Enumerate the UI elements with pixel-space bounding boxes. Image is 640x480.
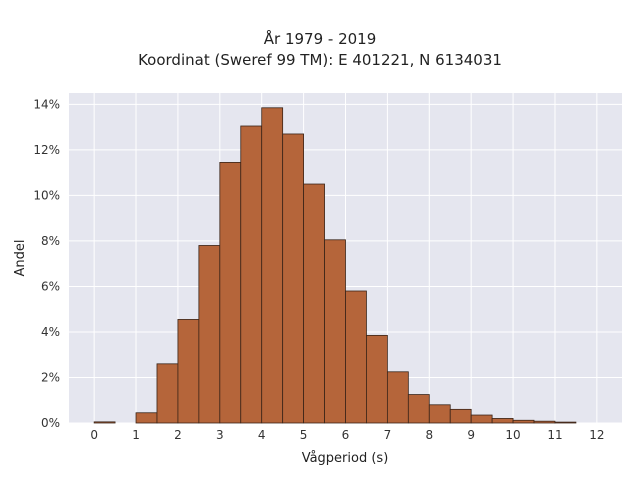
histogram-bar (386, 371, 409, 424)
bars (93, 107, 577, 424)
histogram-bar (135, 412, 158, 424)
x-tick-labels: 0 1 2 3 4 5 6 7 8 9 10 11 12 (90, 428, 604, 442)
histogram-bar (491, 418, 514, 424)
y-tick-label: 6% (41, 279, 60, 293)
histogram-bar (303, 183, 325, 424)
histogram-bar (177, 319, 200, 424)
x-tick-label: 5 (300, 428, 308, 442)
chart-title: År 1979 - 2019 (263, 30, 377, 48)
histogram-bar (428, 404, 451, 424)
y-axis-label: Andel (13, 240, 28, 277)
histogram-bar (470, 414, 493, 424)
x-tick-label: 3 (216, 428, 224, 442)
x-tick-label: 7 (384, 428, 392, 442)
y-tick-label: 2% (41, 370, 60, 384)
y-tick-labels: 0% 2% 4% 6% 8% 10% 12% 14% (33, 97, 60, 430)
x-tick-label: 2 (174, 428, 182, 442)
y-tick-label: 12% (33, 143, 60, 157)
y-tick-label: 10% (33, 188, 60, 202)
y-tick-label: 0% (41, 416, 60, 430)
y-tick-label: 14% (33, 97, 60, 111)
chart-subtitle: Koordinat (Sweref 99 TM): E 401221, N 61… (138, 51, 502, 69)
histogram-bar (449, 408, 472, 424)
histogram-bar (324, 239, 346, 424)
x-tick-label: 8 (425, 428, 433, 442)
histogram-bar (554, 421, 577, 424)
x-tick-label: 12 (589, 428, 604, 442)
x-tick-label: 10 (505, 428, 520, 442)
x-axis-label: Vågperiod (s) (302, 451, 389, 466)
histogram-bar (261, 107, 284, 424)
x-tick-label: 1 (132, 428, 140, 442)
histogram-bar (282, 133, 305, 424)
histogram-bar (156, 363, 179, 424)
x-tick-label: 4 (258, 428, 266, 442)
histogram-bar (198, 245, 221, 424)
x-tick-label: 6 (342, 428, 350, 442)
x-tick-label: 11 (547, 428, 562, 442)
y-tick-label: 4% (41, 325, 60, 339)
y-tick-label: 8% (41, 234, 60, 248)
histogram-bar (345, 290, 367, 424)
histogram-bar (219, 162, 242, 424)
histogram-bar (407, 394, 430, 424)
histogram-bar (240, 125, 263, 424)
histogram-bar (366, 334, 388, 424)
histogram-bar (512, 419, 535, 424)
x-tick-label: 0 (90, 428, 98, 442)
histogram-bar (533, 420, 556, 424)
histogram-bar (93, 421, 116, 424)
x-tick-label: 9 (467, 428, 475, 442)
